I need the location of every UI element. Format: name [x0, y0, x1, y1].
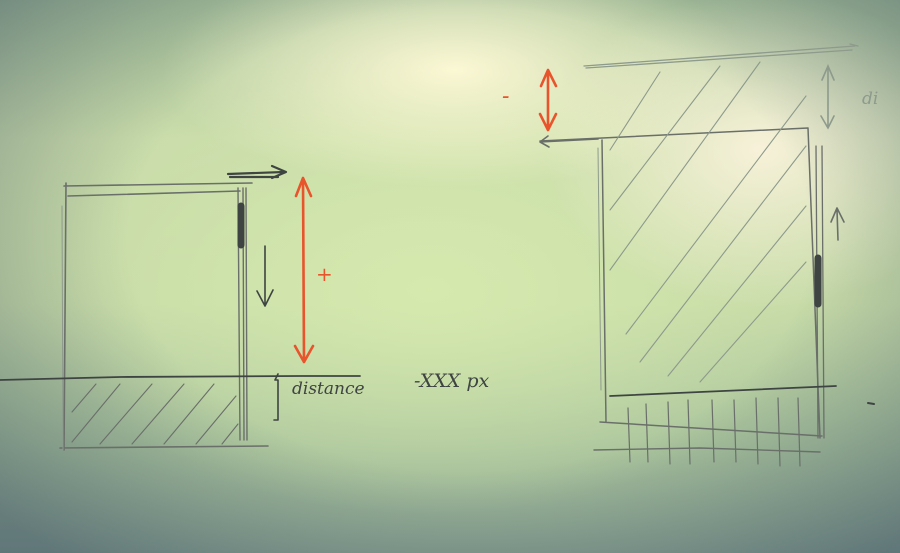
- right-distance-label: di: [862, 89, 878, 109]
- right-baseline: [609, 385, 837, 397]
- right-panel-hatching: [609, 61, 807, 383]
- left-red-arrow: [293, 176, 315, 364]
- left-distance-bracket: [273, 373, 279, 421]
- left-pixel-label: -XXX px: [414, 370, 490, 392]
- right-left-pointer: [539, 135, 599, 148]
- left-distance-label: distance: [292, 379, 365, 399]
- right-frame-inner-line: [597, 147, 602, 391]
- right-sketch: [538, 43, 875, 467]
- right-distance-arrow: [820, 63, 835, 130]
- left-sketch: [0, 164, 361, 451]
- right-red-arrow: [538, 68, 558, 132]
- right-bottom-hatching: [627, 397, 801, 467]
- right-up-arrow: [830, 207, 845, 241]
- stray-mark: [867, 402, 875, 405]
- right-minus-label: -: [502, 84, 509, 109]
- left-plus-label: +: [316, 262, 333, 286]
- left-baseline: [0, 375, 361, 381]
- left-top-arrow: [226, 164, 288, 180]
- right-bottom-line: [593, 447, 821, 453]
- left-down-arrow: [256, 245, 274, 307]
- left-frame-outline: [59, 182, 269, 451]
- right-top-edge: [583, 43, 859, 69]
- left-frame-inner-line: [61, 205, 64, 451]
- left-hatching: [71, 383, 239, 445]
- right-frame-outline: [539, 127, 823, 439]
